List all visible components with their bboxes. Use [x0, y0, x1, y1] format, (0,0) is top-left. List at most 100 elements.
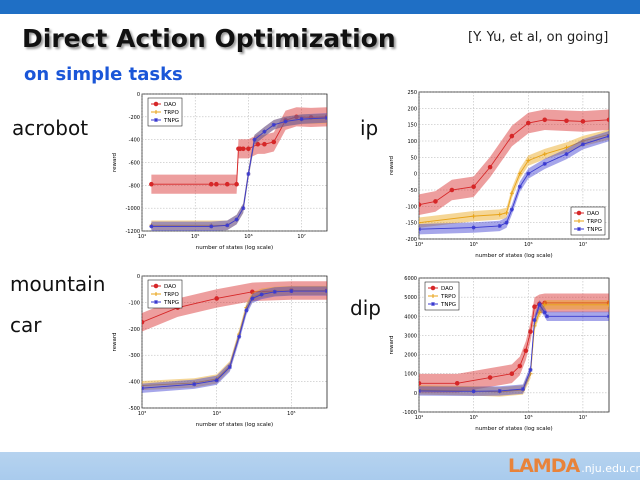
mountain-car-band-dao — [142, 281, 327, 332]
dip-band-dao — [419, 293, 609, 393]
dip-point-tnpg — [544, 314, 549, 319]
acrobot-ytick-label: -1200 — [125, 229, 140, 235]
acrobot-point-tnpg — [234, 217, 239, 222]
ip-point-dao — [580, 119, 586, 124]
ip-point-tnpg — [497, 223, 502, 228]
ip-ytick-label: -50 — [409, 188, 417, 194]
ip-point-dao — [564, 118, 569, 124]
mountain-car-legend-label-tnpg: TNPG — [163, 300, 179, 306]
dip-xlabel: number of states (log scale) — [475, 426, 552, 432]
acrobot-point-dao — [208, 181, 214, 187]
acrobot-point-tnpg — [225, 223, 230, 228]
dip-xtick-label: 10⁴ — [415, 415, 423, 421]
ip-xtick-label: 10⁷ — [579, 242, 587, 248]
mountain-car-ytick-label: -400 — [129, 380, 140, 386]
ip-ytick-label: 200 — [407, 106, 417, 112]
acrobot-point-tnpg — [262, 129, 267, 134]
ip-point-dao — [471, 184, 476, 190]
chart-dip: -1000 0 1000 2000 3000 4000 5000 6000 10⁴ 10⁵ 10⁶ 1… — [389, 276, 610, 432]
dip-legend-label-tnpg: TNPG — [440, 302, 456, 308]
ip-legend-label-dao: DAO — [587, 211, 600, 217]
acrobot-point-tnpg — [149, 224, 154, 229]
mountain-car-legend-marker-dao — [153, 283, 159, 289]
task-label-mountain: mountain — [10, 272, 106, 296]
acrobot-ytick-label: -600 — [129, 161, 140, 167]
mountain-car-xtick-label: 10³ — [138, 411, 146, 417]
acrobot-point-dao — [271, 139, 277, 145]
mountain-car-point-tnpg — [227, 365, 232, 370]
ip-series-group — [419, 109, 609, 235]
logo-domain: .nju.edu.cn — [581, 462, 640, 475]
task-label-ip: ip — [360, 116, 379, 140]
ip-point-trpo — [517, 171, 522, 176]
ip-point-dao — [606, 117, 609, 123]
ip-band-dao — [419, 109, 609, 215]
dip-xtick-label: 10⁷ — [579, 415, 587, 421]
acrobot-legend-marker-trpo — [154, 110, 158, 114]
mountain-car-series-group — [142, 281, 327, 393]
acrobot-point-tnpg — [299, 117, 304, 122]
chart-mountain-car: -500 -400 -300 -200 -100 0 10³ 10⁴ 10⁵ number of … — [112, 274, 328, 428]
acrobot-point-tnpg — [252, 137, 257, 142]
dip-point-tnpg — [542, 310, 547, 315]
mountain-car-point-tnpg — [142, 386, 144, 391]
ip-point-trpo — [419, 220, 421, 225]
ip-legend-marker-dao — [576, 210, 582, 216]
ip-point-tnpg — [564, 152, 569, 157]
slide-subtitle: on simple tasks — [24, 64, 183, 85]
mountain-car-xtick-label: 10⁴ — [212, 411, 220, 417]
ip-point-trpo — [542, 152, 547, 157]
dip-point-dao — [509, 371, 515, 377]
mountain-car-ytick-label: -200 — [129, 327, 140, 333]
acrobot-point-tnpg — [209, 224, 214, 229]
acrobot-legend-marker-tnpg — [154, 118, 158, 122]
ip-point-tnpg — [504, 220, 509, 225]
logo-mark: LAMDA — [508, 455, 580, 477]
ip-point-trpo — [471, 214, 476, 219]
acrobot-line-dao — [151, 116, 327, 185]
ip-ytick-label: 50 — [411, 155, 417, 161]
acrobot-xlabel: number of states (log scale) — [196, 245, 273, 251]
ip-point-trpo — [504, 210, 509, 215]
acrobot-point-dao — [262, 141, 267, 147]
dip-point-dao — [517, 363, 523, 369]
mountain-car-point-tnpg — [237, 334, 242, 339]
ip-point-tnpg — [526, 171, 531, 176]
acrobot-ytick-label: 0 — [137, 92, 140, 98]
ip-point-dao — [542, 117, 548, 123]
ip-point-trpo — [497, 212, 502, 217]
dip-ytick-label: 2000 — [404, 353, 417, 359]
dip-legend-label-trpo: TRPO — [440, 294, 456, 300]
ip-point-tnpg — [542, 161, 547, 166]
mountain-car-point-dao — [214, 296, 219, 301]
dip-point-dao — [454, 380, 460, 386]
dip-ytick-label: 5000 — [404, 295, 417, 301]
mountain-car-ytick-label: -100 — [129, 300, 140, 306]
mountain-car-point-tnpg — [289, 289, 294, 294]
dip-ytick-label: 6000 — [404, 276, 417, 282]
ip-legend-label-trpo: TRPO — [586, 219, 602, 225]
ip-point-dao — [525, 120, 531, 126]
dip-ytick-label: -1000 — [402, 410, 417, 416]
ip-ytick-label: 250 — [407, 90, 417, 96]
ip-xlabel: number of states (log scale) — [475, 253, 552, 259]
dip-point-tnpg — [607, 314, 609, 319]
chart-acrobot: -1200 -1000 -800 -600 -400 -200 0 10⁴ 10⁵ 10⁶ 10⁷ n… — [112, 92, 328, 251]
dip-xtick-label: 10⁶ — [524, 415, 532, 421]
dip-point-tnpg — [497, 388, 502, 393]
acrobot-line-tnpg — [151, 117, 327, 227]
ip-xtick-label: 10⁴ — [415, 242, 423, 248]
ip-band-trpo — [419, 129, 609, 228]
acrobot-xtick-label: 10⁴ — [138, 234, 146, 240]
dip-point-dao — [523, 348, 529, 354]
mountain-car-band-tnpg — [142, 286, 327, 393]
ip-point-dao — [433, 199, 438, 204]
ip-ytick-label: -150 — [406, 221, 417, 227]
dip-point-tnpg — [537, 302, 542, 307]
ip-ylabel: reward — [389, 156, 395, 175]
acrobot-point-dao — [224, 181, 230, 187]
ip-point-dao — [487, 164, 493, 170]
acrobot-xtick-label: 10⁶ — [244, 234, 252, 240]
mountain-car-point-tnpg — [325, 289, 327, 294]
dip-legend-marker-dao — [430, 285, 436, 291]
